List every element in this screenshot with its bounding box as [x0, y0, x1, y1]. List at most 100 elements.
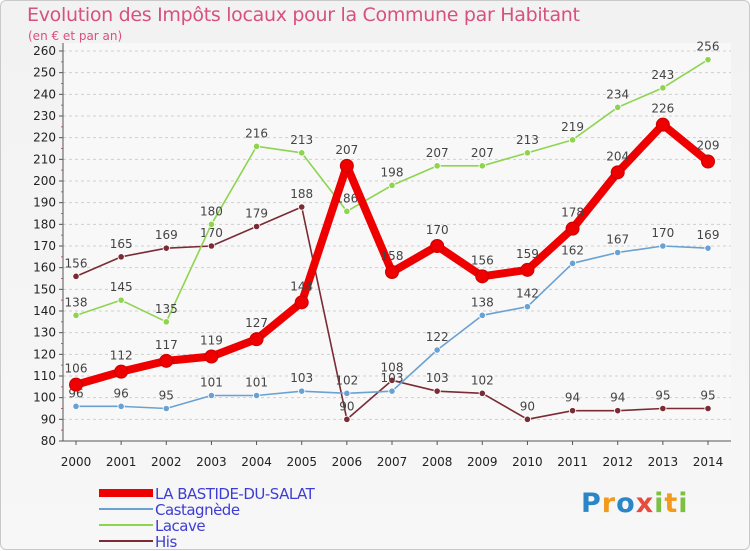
x-tick-label: 2011 [557, 455, 588, 469]
y-tick-label: 90 [41, 412, 56, 426]
data-label: 156 [471, 253, 494, 267]
data-label: 102 [471, 373, 494, 387]
data-label: 127 [245, 316, 268, 330]
series-la-bastide-du-salat: 106 112 117 119 127 144 207 158 170 156 159 178 204 2… [65, 102, 720, 392]
logo-letter: o [616, 488, 636, 519]
x-tick-label: 2007 [377, 455, 408, 469]
chart-subtitle: (en € et par an) [28, 29, 123, 43]
data-label: 209 [697, 139, 720, 153]
legend-label: LA BASTIDE-DU-SALAT [155, 485, 315, 503]
data-point [704, 244, 712, 252]
data-label: 95 [655, 389, 670, 403]
data-point [478, 389, 486, 397]
x-tick-label: 2009 [467, 455, 498, 469]
x-tick-label: 2001 [106, 455, 137, 469]
data-label: 243 [651, 68, 674, 82]
data-point [568, 136, 577, 144]
legend-swatch [99, 540, 153, 542]
data-label: 95 [159, 389, 174, 403]
data-label: 90 [520, 399, 535, 413]
data-label: 117 [155, 338, 178, 352]
data-label: 213 [516, 133, 539, 147]
data-label: 142 [516, 287, 539, 301]
y-tick-label: 190 [33, 196, 56, 210]
data-point [343, 389, 351, 397]
data-label: 219 [561, 120, 584, 134]
data-label: 162 [561, 243, 584, 257]
data-point [475, 269, 490, 284]
data-label: 213 [290, 133, 313, 147]
data-point [385, 265, 399, 279]
data-point [72, 272, 80, 280]
data-point [252, 391, 261, 400]
data-label: 122 [426, 330, 449, 344]
data-label: 207 [471, 146, 494, 160]
data-label: 216 [245, 126, 268, 140]
data-point [704, 56, 712, 64]
y-tick-label: 170 [33, 239, 56, 253]
data-point [523, 149, 532, 157]
y-tick-label: 200 [33, 174, 56, 188]
data-label: 101 [200, 376, 223, 390]
data-label: 179 [245, 207, 268, 221]
logo-letter: t [664, 488, 679, 519]
data-point [565, 221, 580, 236]
y-tick-label: 150 [33, 282, 56, 296]
data-label: 204 [606, 149, 629, 163]
y-tick-label: 250 [33, 66, 56, 80]
data-point [523, 415, 532, 423]
data-label: 198 [381, 165, 404, 179]
data-label: 207 [426, 146, 449, 160]
data-point [162, 404, 170, 413]
data-point [159, 353, 174, 368]
y-tick-label: 140 [33, 304, 56, 318]
legend-label: His [155, 533, 177, 551]
y-tick-label: 220 [33, 131, 56, 145]
data-label: 94 [565, 391, 580, 405]
data-label: 103 [426, 371, 449, 385]
data-point [249, 332, 264, 347]
x-tick-label: 2005 [286, 455, 317, 469]
data-label: 112 [110, 349, 133, 363]
data-label: 138 [65, 295, 88, 309]
data-point [69, 377, 83, 392]
logo-letter: i [654, 488, 665, 519]
data-point [117, 296, 125, 304]
data-point [207, 220, 216, 228]
x-tick-label: 2013 [648, 455, 679, 469]
y-tick-label: 260 [33, 44, 56, 58]
data-point [478, 311, 486, 319]
data-point [117, 253, 125, 261]
x-tick-label: 2004 [241, 455, 272, 469]
data-point [343, 207, 351, 215]
data-label: 96 [114, 386, 129, 400]
data-label: 256 [697, 40, 720, 54]
data-point [701, 154, 715, 169]
data-point [162, 244, 170, 252]
data-point [343, 415, 351, 423]
data-label: 170 [426, 223, 449, 237]
data-point [430, 239, 445, 253]
data-label: 103 [381, 371, 404, 385]
x-tick-label: 2008 [422, 455, 453, 469]
data-label: 165 [110, 237, 133, 251]
data-label: 103 [290, 371, 313, 385]
data-point [207, 391, 216, 400]
y-tick-label: 240 [33, 87, 56, 101]
y-tick-label: 130 [33, 326, 56, 340]
data-point [568, 259, 577, 267]
data-point [659, 404, 667, 413]
data-point [388, 181, 396, 189]
data-label: 180 [200, 204, 223, 218]
y-tick-label: 100 [33, 391, 56, 405]
logo-letter: r [601, 488, 617, 519]
data-point [610, 165, 625, 180]
data-point [294, 295, 309, 310]
y-tick-label: 80 [41, 434, 56, 448]
x-tick-label: 2002 [151, 455, 182, 469]
data-label: 138 [471, 295, 494, 309]
data-point [433, 162, 441, 170]
data-label: 169 [155, 228, 178, 242]
